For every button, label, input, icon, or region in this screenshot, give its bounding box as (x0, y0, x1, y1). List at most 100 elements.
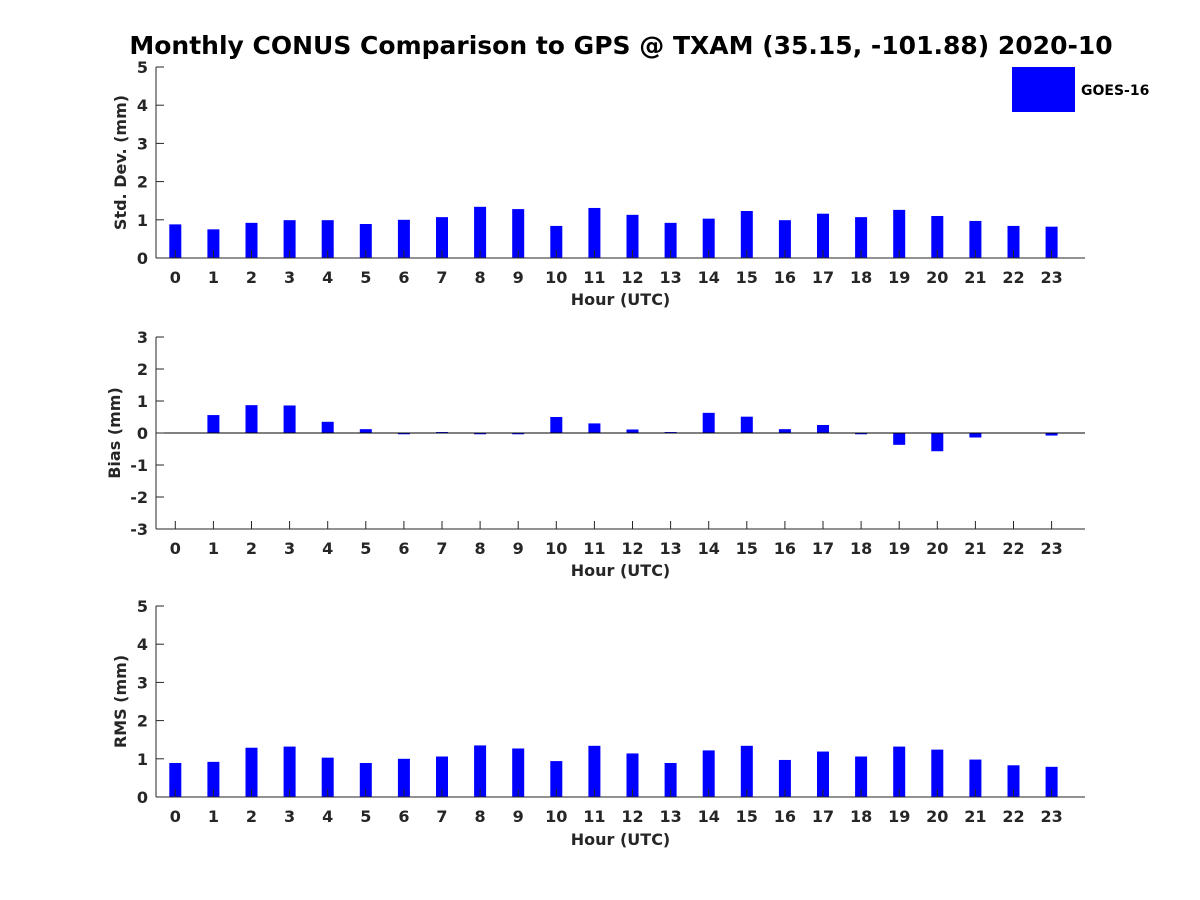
std-bar (397, 219, 410, 258)
rms-x-tick-label: 9 (513, 807, 524, 826)
bias-bar (931, 433, 944, 452)
bias-y-axis-label: Bias (mm) (105, 387, 124, 479)
std-x-tick-label: 12 (621, 268, 643, 287)
std-bar (817, 213, 829, 258)
std-x-tick-label: 21 (964, 268, 986, 287)
rms-bar (626, 753, 639, 797)
rms-bar (169, 763, 182, 797)
rms-x-tick-label: 23 (1040, 807, 1062, 826)
std-bar (207, 229, 220, 258)
std-x-tick-label: 6 (398, 268, 409, 287)
bias-x-tick-label: 23 (1040, 539, 1062, 558)
std-x-tick-label: 4 (322, 268, 333, 287)
bias-x-tick-label: 6 (398, 539, 409, 558)
bias-bar (702, 412, 715, 433)
std-bar (512, 209, 525, 258)
bias-x-tick-label: 11 (583, 539, 605, 558)
std-x-tick-label: 1 (208, 268, 219, 287)
std-y-tick-label: 5 (137, 58, 148, 77)
rms-bar (397, 758, 410, 797)
bias-x-tick-label: 14 (698, 539, 720, 558)
rms-bar (969, 759, 982, 797)
rms-bar (512, 748, 525, 797)
std-bar (436, 217, 448, 258)
rms-x-tick-label: 12 (621, 807, 643, 826)
std-y-axis-label: Std. Dev. (mm) (111, 95, 130, 230)
std-bar (702, 218, 715, 258)
std-bar (321, 220, 334, 258)
bias-bar (474, 433, 487, 435)
rms-bar (740, 745, 753, 797)
figure-title: Monthly CONUS Comparison to GPS @ TXAM (… (129, 31, 1112, 60)
std-x-axis-label: Hour (UTC) (571, 290, 671, 309)
rms-bar (474, 745, 487, 797)
std-x-tick-label: 0 (170, 268, 181, 287)
std-bar (474, 206, 487, 258)
rms-x-tick-label: 14 (698, 807, 720, 826)
rms-x-tick-label: 10 (545, 807, 567, 826)
bias-x-axis-label: Hour (UTC) (571, 561, 671, 580)
std-x-tick-label: 18 (850, 268, 872, 287)
bias-x-tick-label: 8 (475, 539, 486, 558)
std-x-tick-label: 17 (812, 268, 834, 287)
rms-x-tick-label: 13 (659, 807, 681, 826)
std-bar (664, 222, 677, 258)
bias-bar (588, 423, 601, 433)
rms-x-tick-label: 22 (1002, 807, 1024, 826)
rms-x-tick-label: 5 (360, 807, 371, 826)
rms-bar (550, 761, 563, 797)
bias-bar (245, 405, 258, 433)
std-x-tick-label: 9 (513, 268, 524, 287)
bias-bar (855, 433, 868, 435)
rms-x-tick-label: 18 (850, 807, 872, 826)
rms-x-tick-label: 4 (322, 807, 333, 826)
std-x-tick-label: 11 (583, 268, 605, 287)
bias-x-tick-label: 4 (322, 539, 333, 558)
rms-y-tick-label: 0 (137, 788, 148, 807)
bias-y-tick-label: 1 (137, 392, 148, 411)
rms-y-tick-label: 2 (137, 712, 148, 731)
std-bar (283, 220, 296, 258)
rms-bar (1045, 766, 1058, 797)
bias-x-tick-label: 7 (436, 539, 447, 558)
bias-bar (893, 433, 906, 445)
bias-bar (321, 421, 334, 433)
bias-x-tick-label: 18 (850, 539, 872, 558)
bias-x-tick-label: 12 (621, 539, 643, 558)
rms-x-tick-label: 8 (475, 807, 486, 826)
rms-bar (436, 756, 448, 797)
bias-bar (283, 405, 296, 433)
rms-x-tick-label: 11 (583, 807, 605, 826)
bias-x-tick-label: 10 (545, 539, 567, 558)
legend: GOES-16 (1012, 67, 1149, 112)
std-bar (1045, 226, 1058, 258)
rms-x-tick-label: 2 (246, 807, 257, 826)
bias-bar (397, 433, 410, 435)
std-y-tick-label: 2 (137, 173, 148, 192)
rms-y-tick-label: 1 (137, 750, 148, 769)
bias-x-tick-label: 3 (284, 539, 295, 558)
std-x-tick-label: 13 (659, 268, 681, 287)
std-bar (969, 220, 982, 258)
std-y-tick-label: 0 (137, 249, 148, 268)
rms-x-tick-label: 20 (926, 807, 948, 826)
std-bar (359, 224, 372, 258)
std-x-tick-label: 7 (436, 268, 447, 287)
bias-x-tick-label: 1 (208, 539, 219, 558)
std-x-tick-label: 23 (1040, 268, 1062, 287)
std-y-tick-label: 1 (137, 211, 148, 230)
rms-x-tick-label: 21 (964, 807, 986, 826)
bias-y-tick-label: 3 (137, 328, 148, 347)
std-x-tick-label: 19 (888, 268, 910, 287)
std-bar (931, 215, 944, 258)
bias-bar (1045, 433, 1058, 436)
legend-swatch (1012, 67, 1075, 112)
rms-bar (702, 750, 715, 797)
rms-y-tick-label: 5 (137, 597, 148, 616)
bias-bar (740, 416, 753, 433)
std-bar (778, 220, 791, 258)
std-x-tick-label: 5 (360, 268, 371, 287)
